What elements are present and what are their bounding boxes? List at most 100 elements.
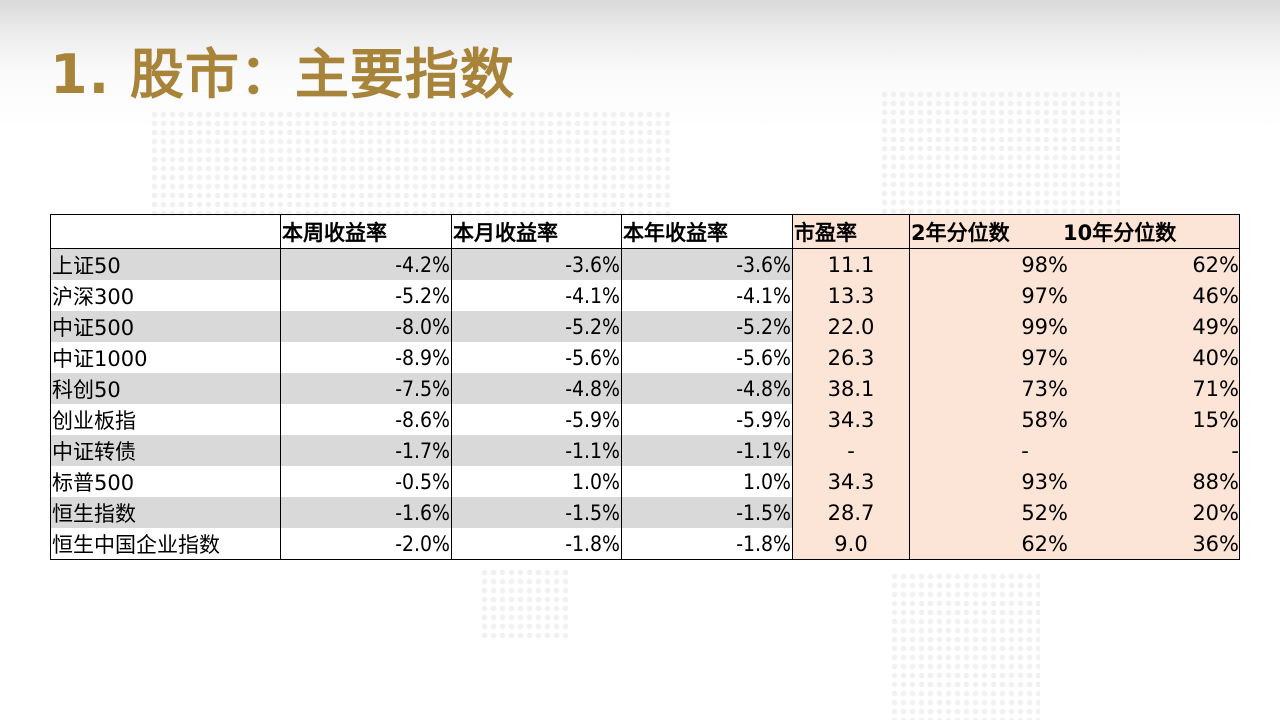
header-2y-percentile: 2年分位数 (911, 220, 1010, 245)
cell-pe: 28.7 (792, 497, 910, 528)
header-10y-percentile: 10年分位数 (1063, 220, 1177, 245)
cell-index-name: 恒生指数 (50, 497, 281, 528)
cell-10y-percentile: 20% (1192, 500, 1239, 525)
cell-weekly-return: -4.2% (280, 248, 452, 280)
table-row: 标普500 -0.5% 1.0% 1.0% 34.3 93% 88% (50, 466, 1240, 497)
cell-2y-percentile: 58% (1021, 407, 1068, 432)
cell-10y-percentile: 62% (1192, 252, 1239, 277)
cell-index-name: 中证1000 (50, 342, 281, 373)
cell-weekly-return: -1.7% (280, 435, 452, 466)
cell-ytd-return: -5.9% (621, 404, 793, 435)
header-name (50, 214, 281, 249)
cell-ytd-return: -4.1% (621, 280, 793, 311)
cell-index-name: 中证转债 (50, 435, 281, 466)
cell-monthly-return: -1.8% (451, 528, 622, 560)
cell-weekly-return: -5.2% (280, 280, 452, 311)
cell-monthly-return: -1.1% (451, 435, 622, 466)
cell-ytd-return: -3.6% (621, 248, 793, 280)
cell-10y-percentile: - (1231, 438, 1239, 463)
cell-2y-percentile: 73% (1021, 376, 1068, 401)
cell-ytd-return: -1.5% (621, 497, 793, 528)
cell-pe: 34.3 (792, 466, 910, 497)
cell-ytd-return: -1.1% (621, 435, 793, 466)
cell-2y-percentile: 52% (1021, 500, 1068, 525)
cell-10y-percentile: 49% (1192, 314, 1239, 339)
cell-10y-percentile: 88% (1192, 469, 1239, 494)
cell-monthly-return: -1.5% (451, 497, 622, 528)
cell-10y-percentile: 36% (1192, 531, 1239, 556)
cell-weekly-return: -8.0% (280, 311, 452, 342)
index-table: 本周收益率 本月收益率 本年收益率 市盈率 2年分位数 10年分位数 上证50 -4… (50, 214, 1240, 560)
header-percentiles: 2年分位数 10年分位数 (909, 214, 1240, 249)
cell-pe: 38.1 (792, 373, 910, 404)
table-row: 科创50 -7.5% -4.8% -4.8% 38.1 73% 71% (50, 373, 1240, 404)
table-header-row: 本周收益率 本月收益率 本年收益率 市盈率 2年分位数 10年分位数 (50, 214, 1240, 249)
cell-percentiles: 93% 88% (909, 466, 1240, 497)
cell-monthly-return: -4.8% (451, 373, 622, 404)
header-ytd-return: 本年收益率 (621, 214, 793, 249)
page-title: 1. 股市：主要指数 (50, 43, 515, 106)
cell-index-name: 创业板指 (50, 404, 281, 435)
cell-10y-percentile: 71% (1192, 376, 1239, 401)
cell-2y-percentile: - (1021, 438, 1029, 463)
cell-weekly-return: -8.6% (280, 404, 452, 435)
cell-percentiles: -- (909, 435, 1240, 466)
cell-index-name: 沪深300 (50, 280, 281, 311)
cell-pe: 22.0 (792, 311, 910, 342)
cell-ytd-return: 1.0% (621, 466, 793, 497)
cell-2y-percentile: 93% (1021, 469, 1068, 494)
cell-ytd-return: -5.6% (621, 342, 793, 373)
cell-monthly-return: -5.2% (451, 311, 622, 342)
cell-2y-percentile: 97% (1021, 345, 1068, 370)
cell-ytd-return: -1.8% (621, 528, 793, 560)
header-weekly-return: 本周收益率 (280, 214, 452, 249)
cell-pe: 11.1 (792, 248, 910, 280)
background-dot-map (480, 568, 570, 638)
cell-2y-percentile: 97% (1021, 283, 1068, 308)
cell-2y-percentile: 62% (1021, 531, 1068, 556)
cell-index-name: 上证50 (50, 248, 281, 280)
cell-weekly-return: -0.5% (280, 466, 452, 497)
cell-10y-percentile: 46% (1192, 283, 1239, 308)
cell-percentiles: 58% 15% (909, 404, 1240, 435)
cell-index-name: 中证500 (50, 311, 281, 342)
cell-monthly-return: 1.0% (451, 466, 622, 497)
cell-percentiles: 52% 20% (909, 497, 1240, 528)
cell-2y-percentile: 98% (1021, 252, 1068, 277)
cell-monthly-return: -4.1% (451, 280, 622, 311)
cell-monthly-return: -5.9% (451, 404, 622, 435)
cell-pe: 34.3 (792, 404, 910, 435)
cell-pe: 13.3 (792, 280, 910, 311)
cell-2y-percentile: 99% (1021, 314, 1068, 339)
table-row: 沪深300 -5.2% -4.1% -4.1% 13.3 97% 46% (50, 280, 1240, 311)
cell-index-name: 标普500 (50, 466, 281, 497)
header-monthly-return: 本月收益率 (451, 214, 622, 249)
cell-weekly-return: -2.0% (280, 528, 452, 560)
cell-percentiles: 97% 46% (909, 280, 1240, 311)
cell-percentiles: 98% 62% (909, 248, 1240, 280)
table-row: 中证1000 -8.9% -5.6% -5.6% 26.3 97% 40% (50, 342, 1240, 373)
cell-percentiles: 97% 40% (909, 342, 1240, 373)
cell-percentiles: 99% 49% (909, 311, 1240, 342)
cell-weekly-return: -8.9% (280, 342, 452, 373)
cell-10y-percentile: 15% (1192, 407, 1239, 432)
cell-pe: - (792, 435, 910, 466)
table-row: 上证50 -4.2% -3.6% -3.6% 11.1 98% 62% (50, 248, 1240, 280)
background-dot-map (890, 572, 1040, 720)
header-pe: 市盈率 (792, 214, 910, 249)
cell-monthly-return: -3.6% (451, 248, 622, 280)
cell-index-name: 恒生中国企业指数 (50, 528, 281, 560)
table-row: 恒生中国企业指数 -2.0% -1.8% -1.8% 9.0 62% 36% (50, 528, 1240, 560)
cell-pe: 26.3 (792, 342, 910, 373)
cell-monthly-return: -5.6% (451, 342, 622, 373)
table-row: 恒生指数 -1.6% -1.5% -1.5% 28.7 52% 20% (50, 497, 1240, 528)
cell-10y-percentile: 40% (1192, 345, 1239, 370)
table-row: 中证转债 -1.7% -1.1% -1.1% - - - (50, 435, 1240, 466)
cell-index-name: 科创50 (50, 373, 281, 404)
cell-ytd-return: -5.2% (621, 311, 793, 342)
cell-pe: 9.0 (792, 528, 910, 560)
table-row: 中证500 -8.0% -5.2% -5.2% 22.0 99% 49% (50, 311, 1240, 342)
table-row: 创业板指 -8.6% -5.9% -5.9% 34.3 58% 15% (50, 404, 1240, 435)
cell-percentiles: 73% 71% (909, 373, 1240, 404)
cell-percentiles: 62% 36% (909, 528, 1240, 560)
